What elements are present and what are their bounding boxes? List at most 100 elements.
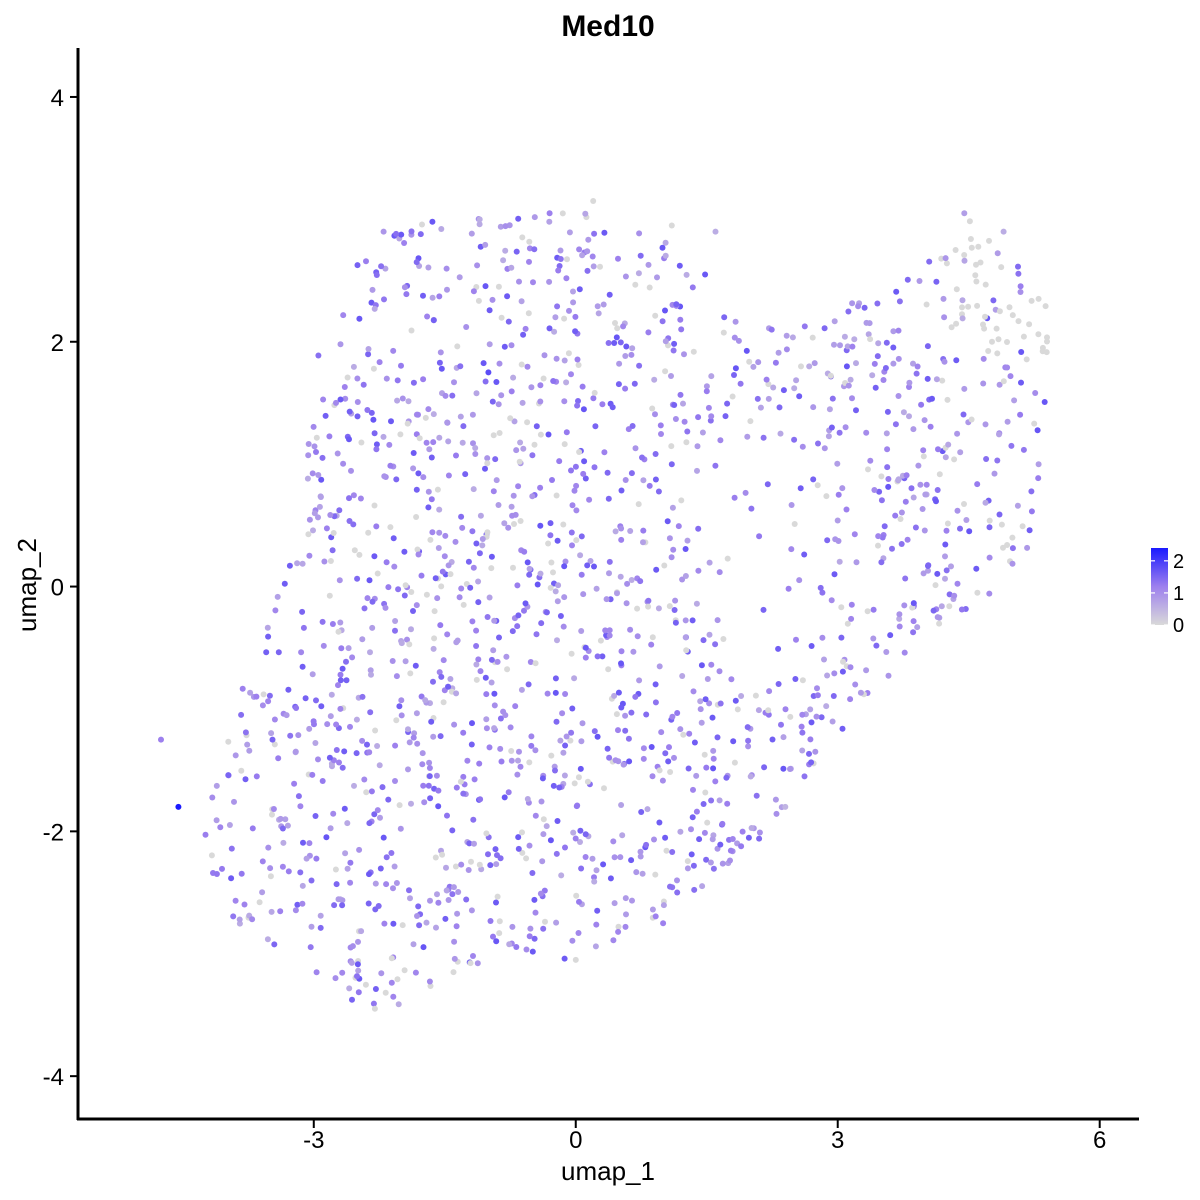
data-point: [355, 967, 362, 974]
data-point: [568, 467, 574, 474]
data-point: [264, 624, 271, 631]
data-point: [568, 650, 575, 657]
data-point: [579, 383, 586, 390]
data-point: [932, 582, 939, 589]
data-point: [652, 699, 659, 706]
data-point: [772, 359, 779, 366]
data-point: [459, 439, 466, 446]
data-point: [982, 499, 989, 506]
data-point: [525, 681, 532, 688]
data-point: [885, 476, 892, 482]
data-point: [808, 719, 815, 726]
data-point: [436, 506, 443, 513]
data-point: [370, 1000, 377, 1007]
data-point: [225, 738, 232, 745]
data-point: [458, 585, 465, 592]
data-point: [939, 377, 946, 384]
data-point: [690, 688, 697, 695]
data-point: [604, 469, 611, 476]
data-point: [393, 717, 400, 724]
data-point: [434, 486, 441, 493]
data-point: [1044, 334, 1050, 341]
data-point: [646, 284, 653, 291]
data-point: [306, 516, 313, 523]
data-point: [366, 749, 373, 756]
data-point: [628, 577, 635, 583]
data-point: [354, 399, 361, 405]
data-point: [582, 831, 589, 838]
data-point: [839, 485, 846, 492]
data-point: [613, 711, 620, 718]
data-point: [249, 916, 256, 923]
data-point: [708, 373, 715, 380]
data-point: [655, 605, 662, 612]
data-point: [488, 553, 495, 560]
chart-title: Med10: [561, 10, 654, 43]
data-point: [617, 573, 624, 580]
data-point: [651, 836, 657, 843]
data-point: [640, 527, 647, 534]
data-point: [994, 350, 1001, 357]
data-point: [524, 559, 531, 566]
data-point: [493, 379, 500, 385]
data-point: [874, 353, 881, 360]
data-point: [682, 573, 689, 579]
data-point: [342, 395, 349, 402]
data-point: [528, 742, 535, 749]
data-point: [634, 633, 641, 640]
data-point: [423, 591, 430, 598]
data-point: [574, 402, 581, 409]
data-point: [558, 872, 565, 879]
data-point: [591, 878, 598, 885]
data-point: [900, 409, 907, 416]
data-point: [680, 400, 686, 407]
data-point: [566, 307, 572, 314]
data-point: [954, 580, 961, 587]
x-tick-label: -3: [303, 1127, 324, 1154]
data-point: [462, 471, 469, 478]
data-point: [371, 811, 378, 818]
data-point: [594, 733, 601, 740]
data-point: [801, 773, 808, 780]
data-point: [498, 392, 505, 399]
data-point: [652, 411, 658, 418]
data-point: [263, 649, 270, 656]
data-point: [385, 796, 392, 803]
data-point: [871, 360, 878, 367]
data-point: [902, 498, 909, 505]
data-point: [973, 261, 979, 268]
data-point: [327, 825, 334, 832]
data-point: [300, 839, 306, 846]
data-point: [550, 569, 556, 576]
data-point: [313, 855, 320, 862]
data-point: [677, 828, 684, 835]
data-point: [410, 608, 416, 614]
data-point: [772, 796, 779, 803]
data-point: [694, 443, 701, 450]
data-point: [851, 336, 858, 343]
data-point: [695, 525, 702, 532]
data-point: [761, 764, 768, 771]
data-point: [300, 624, 307, 631]
data-point: [489, 398, 496, 405]
data-point: [332, 866, 339, 873]
data-point: [819, 589, 826, 596]
data-point: [622, 727, 629, 734]
data-point: [483, 830, 490, 837]
data-point: [393, 880, 400, 886]
data-point: [648, 744, 655, 750]
data-point: [667, 883, 673, 890]
data-point: [799, 729, 806, 736]
data-point: [847, 664, 854, 671]
data-point: [848, 601, 855, 608]
data-point: [546, 218, 553, 225]
data-point: [456, 274, 463, 281]
data-point: [903, 472, 910, 479]
legend-tick-label: 1: [1173, 583, 1184, 605]
data-point: [652, 681, 659, 688]
data-point: [563, 275, 570, 282]
data-point: [610, 937, 617, 944]
data-point: [529, 948, 536, 955]
data-point: [228, 875, 235, 882]
